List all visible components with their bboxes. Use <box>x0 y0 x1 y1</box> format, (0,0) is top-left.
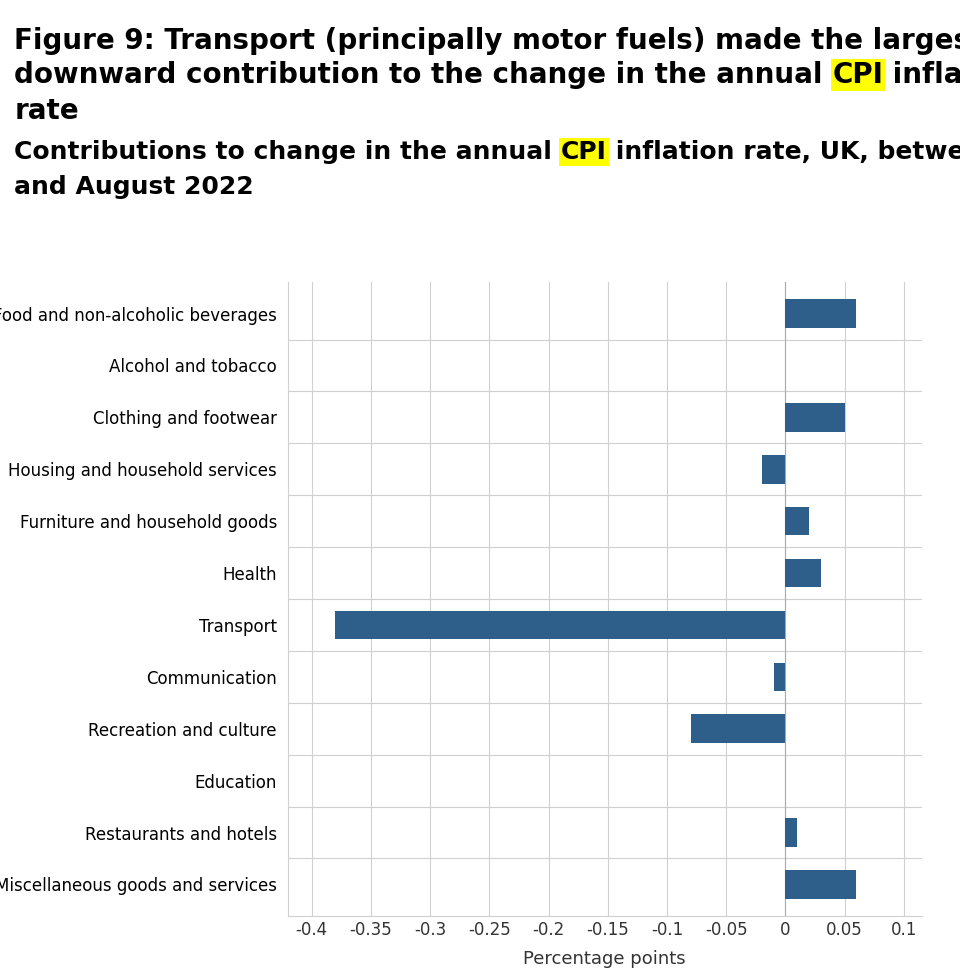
Text: Figure 9: Transport (principally motor fuels) made the largest: Figure 9: Transport (principally motor f… <box>14 27 960 56</box>
X-axis label: Percentage points: Percentage points <box>523 951 686 968</box>
Text: inflation rate, UK, between July: inflation rate, UK, between July <box>607 140 960 165</box>
Bar <box>785 818 797 846</box>
Text: inflation: inflation <box>883 61 960 90</box>
Bar <box>761 455 785 483</box>
Text: rate: rate <box>14 97 79 126</box>
Bar <box>785 559 821 587</box>
Bar <box>335 611 785 639</box>
Bar <box>785 506 809 536</box>
Bar <box>690 715 785 743</box>
Text: and August 2022: and August 2022 <box>14 175 254 200</box>
Text: CPI: CPI <box>561 140 607 165</box>
Text: CPI: CPI <box>832 61 883 90</box>
Bar <box>785 870 856 899</box>
Text: Contributions to change in the annual: Contributions to change in the annual <box>14 140 561 165</box>
Bar <box>774 662 785 692</box>
Bar <box>785 403 845 431</box>
Bar <box>785 299 856 328</box>
Text: downward contribution to the change in the annual: downward contribution to the change in t… <box>14 61 832 90</box>
